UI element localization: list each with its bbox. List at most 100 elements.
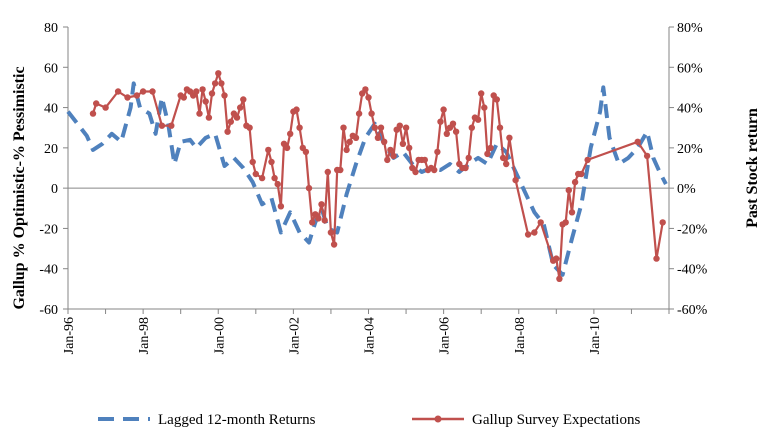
x-tick-label: Jan-98 — [137, 317, 152, 354]
gallup-point — [493, 96, 500, 103]
gallup-point — [402, 124, 410, 131]
gallup-point — [434, 148, 441, 156]
right-tick-label: -20% — [677, 222, 708, 237]
gallup-point — [653, 255, 660, 262]
gallup-point — [562, 219, 569, 226]
left-tick-labels: 80 60 40 20 0 -20 -40 -60 — [39, 21, 58, 318]
gallup-point — [481, 104, 488, 111]
gallup-point — [449, 120, 457, 127]
gallup-point — [315, 215, 322, 222]
left-tick-label: -60 — [39, 303, 58, 318]
gallup-point — [362, 86, 369, 93]
gallup-point — [499, 154, 507, 162]
left-tick-label: 80 — [44, 21, 58, 36]
gallup-point — [114, 88, 122, 95]
gallup-point — [396, 122, 403, 129]
gallup-point — [440, 106, 447, 113]
gallup-point — [305, 184, 313, 192]
gallup-point — [384, 156, 391, 164]
gallup-point — [390, 152, 397, 160]
gallup-point — [221, 92, 228, 99]
gallup-point — [465, 154, 472, 162]
left-tick-label: 0 — [51, 182, 58, 197]
gallup-point — [89, 110, 97, 117]
gallup-point — [634, 138, 641, 145]
chart-axes — [63, 26, 674, 314]
gallup-point — [93, 100, 100, 107]
gallup-point — [371, 124, 378, 131]
gallup-point — [368, 110, 375, 117]
gallup-point — [643, 152, 651, 160]
gallup-point — [443, 130, 450, 137]
gallup-point — [237, 104, 244, 111]
gallup-point — [246, 124, 253, 131]
gallup-point — [484, 150, 491, 158]
gallup-point — [124, 94, 131, 101]
gallup-point — [324, 168, 331, 176]
gallup-point — [365, 94, 372, 101]
left-tick-label: 20 — [44, 142, 58, 157]
gallup-point — [343, 146, 350, 154]
gallup-point — [659, 219, 666, 226]
right-tick-label: -60% — [677, 303, 708, 318]
gallup-point — [452, 128, 460, 135]
gallup-point — [193, 88, 200, 95]
gallup-point — [568, 209, 576, 216]
gallup-point — [233, 114, 241, 121]
right-tick-label: 40% — [677, 102, 703, 117]
gallup-point — [102, 104, 109, 111]
legend-label-gallup: Gallup Survey Expectations — [472, 412, 640, 428]
gallup-point — [412, 168, 419, 176]
x-tick-label: Jan-10 — [588, 317, 603, 354]
gallup-point — [431, 166, 438, 174]
gallup-point — [330, 241, 338, 248]
gallup-point — [208, 90, 216, 97]
gallup-point — [531, 229, 538, 236]
gallup-point — [487, 144, 494, 152]
gallup-point — [218, 80, 225, 87]
left-tick-label: 40 — [44, 102, 58, 117]
gallup-point — [506, 134, 513, 141]
gallup-point — [512, 176, 519, 184]
gallup-point — [503, 160, 510, 168]
gallup-point — [240, 96, 247, 103]
gallup-point — [205, 114, 213, 121]
gallup-point — [283, 144, 291, 152]
gallup-point — [265, 146, 272, 154]
gallup-point — [202, 98, 209, 105]
gallup-point — [149, 88, 156, 95]
gallup-point — [406, 144, 413, 152]
gallup-point — [302, 148, 310, 156]
gallup-point — [180, 94, 187, 101]
gallup-point — [468, 124, 475, 131]
gallup-point — [215, 70, 222, 77]
gallup-point — [381, 138, 388, 145]
x-tick-label: Jan-08 — [513, 317, 528, 354]
gallup-point — [327, 229, 335, 236]
left-tick-label: -20 — [39, 222, 58, 237]
gallup-point — [374, 134, 382, 141]
gallup-point — [553, 255, 560, 262]
gallup-point — [318, 201, 325, 208]
gallup-point — [340, 124, 347, 131]
gallup-point — [249, 158, 256, 166]
gallup-point — [196, 110, 203, 117]
gallup-point — [139, 88, 147, 95]
gallup-point — [158, 122, 166, 129]
x-tick-label: Jan-06 — [438, 317, 453, 354]
gallup-point — [168, 122, 175, 129]
x-tick-label: Jan-02 — [287, 317, 302, 354]
gallup-point — [496, 124, 504, 131]
gallup-point — [274, 180, 281, 188]
gallup-point — [556, 275, 563, 282]
right-tick-labels: 80% 60% 40% 20% 0% -20% -40% -60% — [677, 21, 708, 318]
gallup-point — [524, 231, 532, 238]
x-tick-labels: Jan-96 Jan-98 Jan-00 Jan-02 Jan-04 Jan-06 Jan-… — [62, 317, 603, 354]
legend-marker-gallup — [434, 415, 442, 423]
gallup-point — [337, 166, 344, 174]
right-tick-label: 80% — [677, 21, 703, 36]
gallup-point — [258, 174, 266, 182]
gallup-point — [421, 156, 428, 164]
gallup-point — [287, 130, 294, 137]
